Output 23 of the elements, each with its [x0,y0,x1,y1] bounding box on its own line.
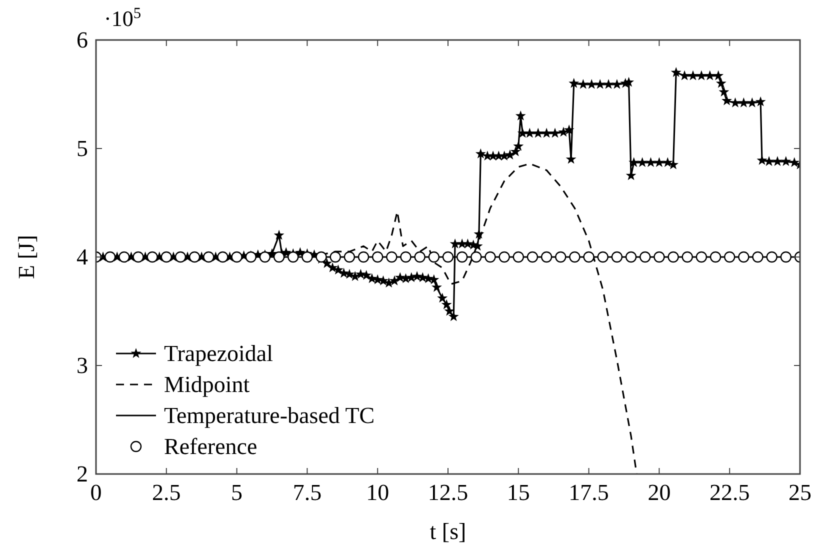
x-tick-label: 22.5 [709,480,750,505]
legend-label: Reference [164,434,258,459]
y-tick-label: 4 [76,244,88,270]
y-tick-label: 2 [76,462,88,486]
x-tick-label: 10 [366,480,390,505]
x-axis-title: t [s] [430,519,466,544]
legend-label: Temperature-based TC [164,403,375,428]
x-tick-label: 7.5 [292,480,322,505]
x-tick-label: 0 [90,480,102,505]
x-tick-label: 20 [648,480,671,505]
x-tick-label: 12.5 [428,480,468,505]
legend-label: Midpoint [164,372,250,397]
y-tick-label: 5 [76,136,88,161]
x-tick-label: 2.5 [152,480,181,505]
x-tick-label: 25 [788,480,812,505]
y-tick-label: 3 [76,353,88,378]
y-tick-label: 6 [76,28,88,52]
text: ·10$^{5}$ [104,4,142,31]
legend-label: Trapezoidal [164,341,274,366]
x-tick-label: 17.5 [568,480,609,505]
x-tick-label: 15 [506,480,530,505]
x-tick-label: 5 [231,480,243,505]
y-axis-title: E [J] [14,234,39,280]
